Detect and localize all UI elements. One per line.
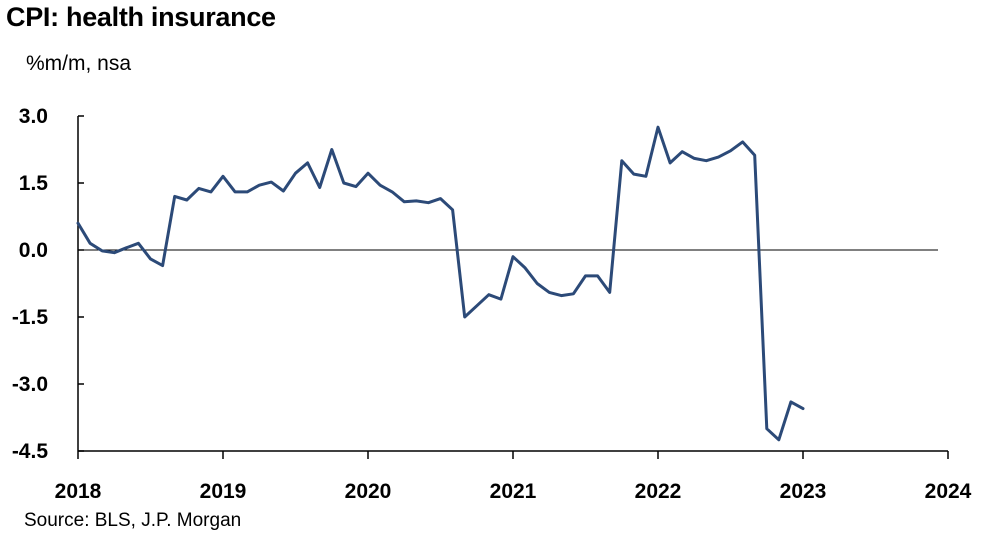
x-tick-label: 2024	[925, 480, 972, 503]
y-tick-label: 1.5	[19, 172, 49, 195]
y-tick-label: -3.0	[12, 373, 48, 396]
source-note: Source: BLS, J.P. Morgan	[24, 510, 242, 531]
x-tick-label: 2021	[490, 480, 537, 503]
x-tick-label: 2020	[345, 480, 392, 503]
y-tick-label: -1.5	[12, 306, 49, 329]
series-line	[76, 125, 805, 442]
y-tick-label: -4.5	[12, 440, 49, 463]
series-group	[76, 125, 805, 442]
x-tick-label: 2018	[55, 480, 102, 503]
x-tick-label: 2022	[635, 480, 682, 503]
chart-title: CPI: health insurance	[6, 2, 276, 32]
y-tick-label: 0.0	[19, 239, 48, 262]
y-tick-label: 3.0	[19, 105, 48, 128]
x-tick-label: 2019	[200, 480, 247, 503]
x-tick-label: 2023	[780, 480, 827, 503]
chart-subtitle: %m/m, nsa	[26, 52, 132, 75]
axes: 3.0 1.5 0.0 -1.5 -3.0 -4.5 2018 2019 2020 2021 202…	[12, 105, 972, 503]
